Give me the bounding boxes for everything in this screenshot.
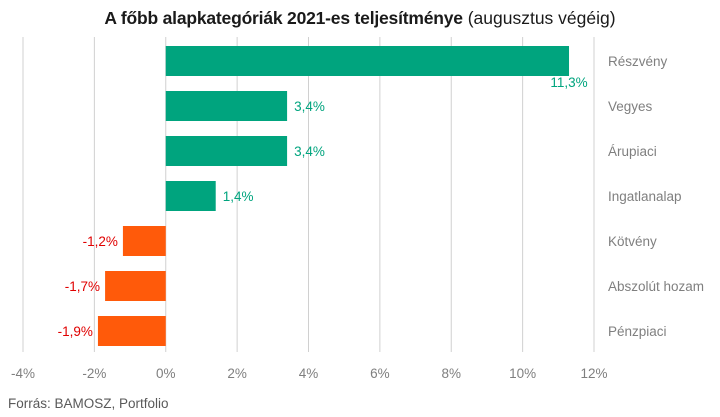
- x-tick-label: 4%: [299, 366, 319, 381]
- data-label: 11,3%: [550, 75, 587, 90]
- x-tick-label: 6%: [370, 366, 390, 381]
- bar: [105, 271, 166, 301]
- category-label: Árupiaci: [608, 144, 657, 159]
- data-label: -1,2%: [83, 234, 118, 249]
- x-tick-label: 8%: [441, 366, 461, 381]
- data-label: 3,4%: [294, 99, 325, 114]
- data-label: -1,7%: [65, 279, 100, 294]
- x-tick-label: -4%: [11, 366, 35, 381]
- category-label: Részvény: [608, 54, 668, 69]
- category-label: Vegyes: [608, 99, 653, 114]
- chart-title-main: A főbb alapkategóriák 2021-es teljesítmé…: [104, 8, 463, 28]
- bar: [165, 46, 570, 76]
- bar: [165, 136, 288, 166]
- x-tick-label: -2%: [82, 366, 106, 381]
- source-note: Forrás: BAMOSZ, Portfolio: [8, 396, 169, 411]
- x-tick-label: 12%: [580, 366, 607, 381]
- chart-title: A főbb alapkategóriák 2021-es teljesítmé…: [0, 8, 720, 29]
- category-label: Kötvény: [608, 234, 657, 249]
- chart-title-suffix: (augusztus végéig): [467, 8, 616, 28]
- x-tick-label: 2%: [227, 366, 247, 381]
- data-label: -1,9%: [58, 324, 93, 339]
- bar: [97, 316, 166, 346]
- bar: [165, 91, 288, 121]
- bar: [122, 226, 166, 256]
- category-label: Ingatlanalap: [608, 189, 682, 204]
- x-tick-label: 10%: [509, 366, 536, 381]
- x-tick-label: 0%: [156, 366, 176, 381]
- data-label: 3,4%: [294, 144, 325, 159]
- data-label: 1,4%: [223, 189, 254, 204]
- category-label: Abszolút hozam: [608, 279, 704, 294]
- bar: [165, 181, 216, 211]
- category-label: Pénzpiaci: [608, 324, 667, 339]
